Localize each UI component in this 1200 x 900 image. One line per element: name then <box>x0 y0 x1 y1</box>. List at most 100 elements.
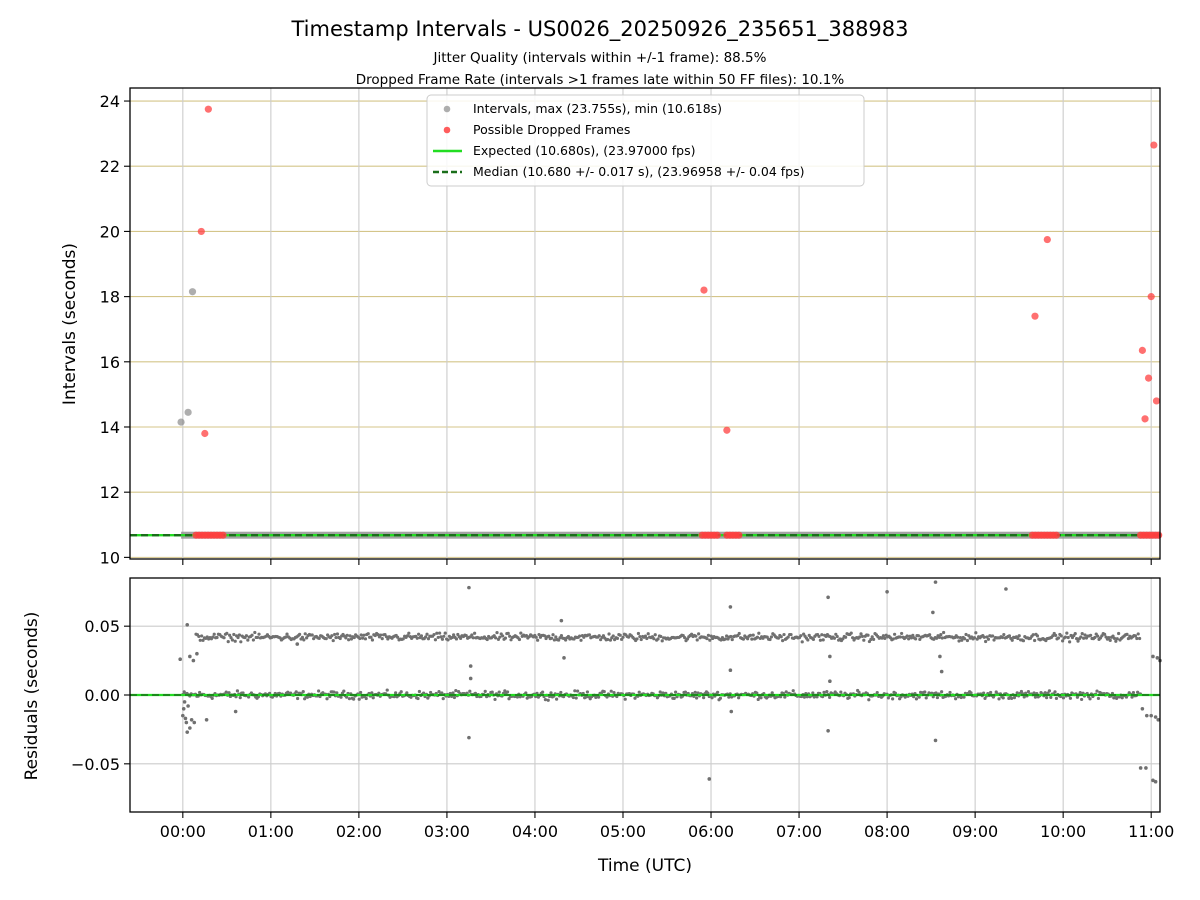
residual-band-point <box>241 691 245 695</box>
residual-band-point <box>347 638 351 642</box>
residual-band-point <box>638 634 642 639</box>
residual-band-point <box>229 636 233 640</box>
residual-band-point <box>1045 696 1049 700</box>
residual-point <box>728 605 733 609</box>
residual-band-point <box>859 632 863 636</box>
x-tick-label: 08:00 <box>864 822 910 841</box>
residual-band-point <box>716 690 720 694</box>
residual-point <box>181 706 186 711</box>
residual-band-point <box>555 697 559 701</box>
intervals-panel: 10 12 14 16 18 20 22 24 Intervals (seconds) Int… <box>60 87 1163 567</box>
dropped-frame-point <box>1138 346 1146 354</box>
residual-band-point <box>211 635 215 639</box>
residual-band-point <box>490 690 494 694</box>
residual-band-point <box>554 635 558 639</box>
residual-band-point <box>1076 639 1080 643</box>
residual-band-point <box>238 696 242 700</box>
residual-band-point <box>601 634 606 638</box>
residual-band-point <box>866 633 870 637</box>
residual-band-point <box>918 637 922 642</box>
residual-band-point <box>645 636 649 641</box>
residual-band-point <box>330 634 334 638</box>
residual-band-point <box>303 632 307 636</box>
residual-band-point <box>362 633 366 637</box>
residual-band-point <box>498 635 502 639</box>
residual-band-point <box>547 634 551 638</box>
residual-band-point <box>748 633 753 637</box>
legend-label-intervals: Intervals, max (23.755s), min (10.618s) <box>473 101 722 116</box>
residual-band-point <box>1049 695 1053 699</box>
residual-band-point <box>546 698 550 702</box>
dropped-frame-point <box>1150 141 1158 149</box>
intervals-x-ticks <box>182 559 1152 565</box>
residual-band-point <box>1015 691 1019 695</box>
residual-band-point <box>914 637 918 641</box>
x-tick-label: 05:00 <box>600 822 646 841</box>
residual-band-point <box>405 691 409 695</box>
residual-band-point <box>317 636 321 641</box>
residual-band-point <box>342 689 346 693</box>
residual-band-point <box>609 689 613 693</box>
residual-band-point <box>369 635 373 639</box>
residual-band-point <box>436 635 440 640</box>
residual-point <box>828 679 832 684</box>
residual-band-point <box>860 634 865 638</box>
residual-point <box>707 777 712 781</box>
residual-band-point <box>869 637 873 642</box>
x-tick-label: 03:00 <box>424 822 470 841</box>
residual-band-point <box>1047 689 1052 693</box>
residual-band-point <box>483 689 487 693</box>
residual-band-point <box>799 634 803 638</box>
residual-band-point <box>454 688 458 693</box>
residual-band-point <box>612 690 616 695</box>
residual-band-point <box>963 637 967 641</box>
residual-band-point <box>802 695 807 699</box>
residual-band-point <box>1120 696 1124 700</box>
residual-band-point <box>781 639 785 643</box>
residual-band-point <box>285 632 289 636</box>
residual-band-point <box>385 688 389 692</box>
residual-band-point <box>1131 691 1136 695</box>
residual-band-point <box>942 630 946 635</box>
residual-band-point <box>939 633 943 637</box>
residual-band-point <box>519 631 523 635</box>
residual-band-point <box>515 695 520 699</box>
residual-band-point <box>984 639 988 644</box>
legend-label-dropped: Possible Dropped Frames <box>473 122 630 137</box>
residual-band-point <box>1026 690 1031 694</box>
residual-band-point <box>396 635 400 639</box>
residual-point <box>729 709 734 714</box>
residual-point <box>186 704 190 708</box>
residual-band-point <box>660 639 664 643</box>
residual-band-point <box>822 690 826 694</box>
residual-band-point <box>694 634 698 638</box>
residual-band-point <box>399 690 403 694</box>
residual-band-point <box>364 696 368 701</box>
residual-point <box>467 735 471 740</box>
residual-band-point <box>954 697 958 701</box>
residual-band-point <box>958 635 963 640</box>
legend-marker-dropped <box>443 126 451 134</box>
residual-point <box>828 654 832 659</box>
residual-band-point <box>1133 634 1138 638</box>
residual-band-point <box>643 634 648 638</box>
residual-band-point <box>844 635 848 639</box>
residual-band-point <box>597 695 601 699</box>
residual-band-point <box>302 638 306 642</box>
residual-band-point <box>768 637 772 642</box>
residual-point <box>183 716 188 721</box>
residual-band-point <box>250 633 254 637</box>
residual-band-point <box>597 634 601 638</box>
residual-band-point <box>639 637 643 642</box>
residual-band-point <box>1073 632 1077 636</box>
residual-band-point <box>485 637 489 642</box>
residual-band-point <box>997 697 1001 701</box>
residual-band-point <box>992 638 996 642</box>
residual-band-point <box>757 631 761 635</box>
residual-band-point <box>962 695 966 699</box>
dropped-frame-point <box>1043 235 1051 244</box>
residual-band-point <box>247 695 251 699</box>
residual-band-point <box>618 633 622 637</box>
residual-point <box>295 642 300 646</box>
